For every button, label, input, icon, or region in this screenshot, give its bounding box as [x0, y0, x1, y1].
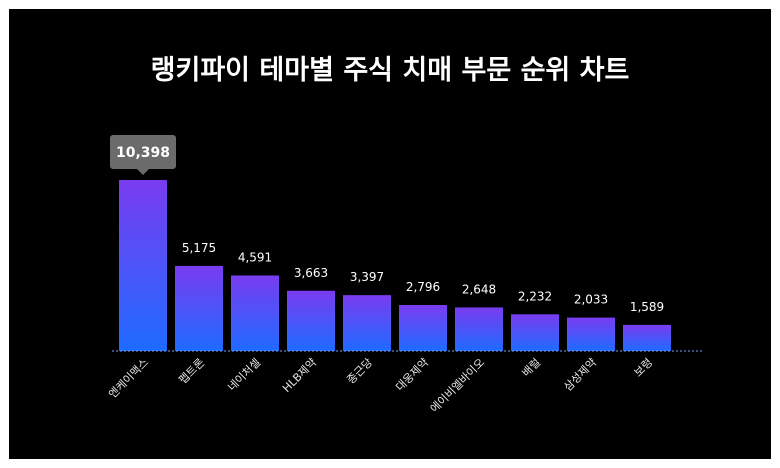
- category-label-10: 보령: [632, 356, 656, 380]
- value-label-10: 1,589: [630, 300, 664, 314]
- bar-4: [287, 290, 335, 351]
- category-label-1: 엔케이맥스: [106, 356, 151, 401]
- bar-8: [511, 314, 559, 351]
- category-label-7: 에이비엘바이오: [428, 356, 487, 415]
- category-label-6: 대웅제약: [393, 355, 432, 394]
- highlight-callout: [110, 135, 176, 175]
- chart-title: 랭키파이 테마별 주식 치매 부문 순위 차트: [150, 55, 630, 86]
- value-label-8: 2,232: [518, 289, 552, 303]
- category-label-9: 삼성제약: [561, 355, 600, 394]
- bars-group: [119, 180, 671, 351]
- category-label-4: HLB제약: [279, 355, 319, 395]
- value-label-9: 2,033: [574, 293, 608, 307]
- value-label-7: 2,648: [462, 282, 496, 296]
- value-label-2: 5,175: [182, 241, 216, 255]
- bar-9: [567, 317, 615, 351]
- bar-6: [399, 305, 447, 351]
- category-label-3: 네이처셀: [225, 356, 263, 394]
- bar-7: [455, 307, 503, 351]
- bar-1: [119, 180, 167, 351]
- category-label-2: 펩트론: [176, 356, 207, 387]
- value-label-3: 4,591: [238, 250, 272, 264]
- value-label-1: 10,398: [116, 145, 170, 161]
- value-label-4: 3,663: [294, 266, 328, 280]
- value-label-6: 2,796: [406, 280, 440, 294]
- category-label-5: 종근당: [344, 356, 375, 387]
- value-label-5: 3,397: [350, 270, 384, 284]
- bar-2: [175, 265, 223, 351]
- bar-5: [343, 295, 391, 351]
- bar-10: [623, 324, 671, 351]
- category-label-8: 배럴: [520, 356, 544, 380]
- bar-3: [231, 275, 279, 351]
